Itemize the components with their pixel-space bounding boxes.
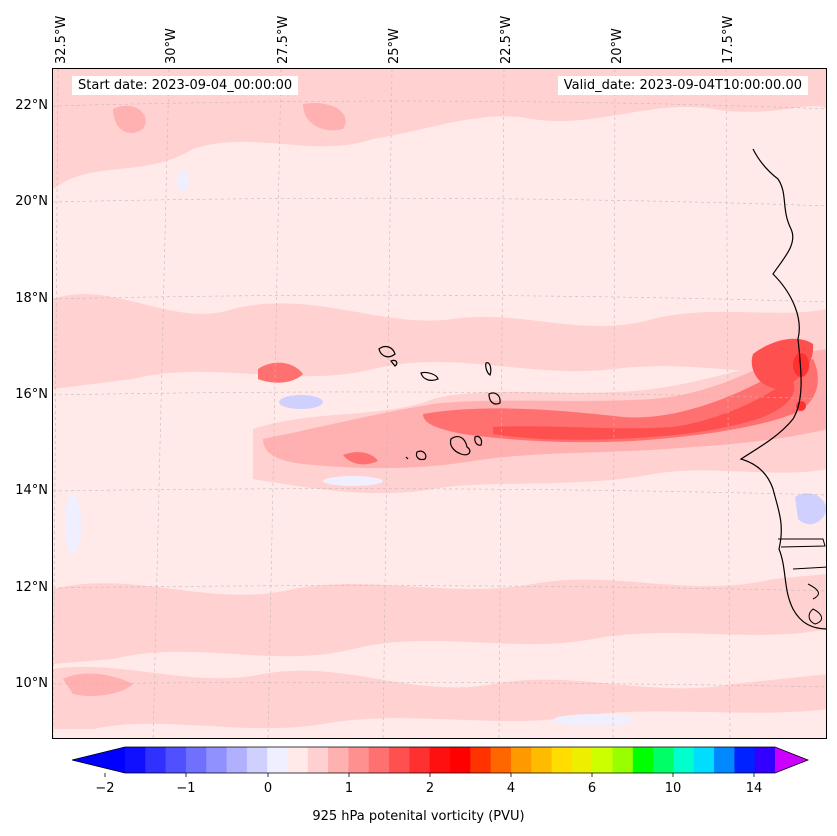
colorbar-tick-label: 6	[587, 781, 597, 796]
colorbar-cell	[226, 747, 248, 773]
colorbar-cell	[125, 747, 146, 773]
lon-label-17-5w: 17.5°W	[721, 15, 736, 64]
start-date-label: Start date: 2023-09-04_00:00:00	[72, 76, 299, 95]
colorbar-over-arrow	[775, 747, 808, 773]
colorbar-tick-label: 2	[425, 781, 435, 796]
colorbar-cell	[450, 747, 471, 773]
colorbar-cell	[510, 747, 532, 773]
colorbar-tick-label: 1	[344, 781, 354, 796]
lon-label-32-5w: 32.5°W	[54, 15, 69, 64]
pv-field-map	[53, 69, 826, 738]
lon-label-22-5w: 22.5°W	[499, 15, 514, 64]
lat-label-14n: 14°N	[15, 483, 48, 498]
colorbar-cell	[368, 747, 390, 773]
colorbar-cell	[246, 747, 268, 773]
colorbar-cell	[551, 747, 573, 773]
lat-label-12n: 12°N	[15, 580, 48, 595]
colorbar-cell	[206, 747, 228, 773]
lon-label-27-5w: 27.5°W	[276, 15, 291, 64]
valid-date-label: Valid_date: 2023-09-04T10:00:00.00	[557, 76, 808, 95]
lat-label-18n: 18°N	[15, 291, 48, 306]
colorbar-outline	[71, 746, 810, 774]
lon-label-20w: 20°W	[610, 28, 625, 64]
colorbar-tick-label: 0	[263, 781, 273, 796]
colorbar-cell	[429, 747, 451, 773]
lat-label-16n: 16°N	[15, 387, 48, 402]
colorbar-cell	[145, 747, 167, 773]
africa-coastline	[739, 148, 826, 630]
colorbar-cell	[754, 747, 776, 773]
colorbar-cell	[653, 747, 674, 773]
colorbar-cell	[714, 747, 735, 773]
lat-label-22n: 22°N	[15, 98, 48, 113]
colorbar-cell	[348, 747, 370, 773]
colorbar-under-arrow	[72, 747, 125, 773]
colorbar-tick-label: 4	[506, 781, 516, 796]
colorbar-cell	[328, 747, 349, 773]
lon-label-30w: 30°W	[164, 28, 179, 64]
colorbar-cell	[693, 747, 715, 773]
map-panel[interactable]	[52, 68, 827, 739]
lon-label-25w: 25°W	[387, 28, 402, 64]
colorbar	[71, 746, 810, 777]
colorbar-cell	[632, 747, 654, 773]
colorbar-label: 925 hPa potenital vorticity (PVU)	[312, 809, 525, 824]
colorbar-tick-label: 10	[664, 781, 682, 796]
colorbar-tick-label: 14	[745, 781, 763, 796]
colorbar-tick-label: −1	[176, 781, 196, 796]
colorbar-cell	[287, 747, 309, 773]
colorbar-cell	[612, 747, 634, 773]
lat-label-10n: 10°N	[15, 676, 48, 691]
colorbar-cell	[470, 747, 492, 773]
colorbar-cell	[389, 747, 410, 773]
colorbar-cell	[734, 747, 756, 773]
colorbar-cell	[673, 747, 695, 773]
colorbar-cell	[571, 747, 593, 773]
colorbar-cell	[185, 747, 207, 773]
colorbar-cell	[490, 747, 512, 773]
colorbar-tick-label: −2	[95, 781, 115, 796]
colorbar-cell	[267, 747, 288, 773]
colorbar-cell	[592, 747, 613, 773]
colorbar-cell	[165, 747, 187, 773]
colorbar-cell	[531, 747, 553, 773]
colorbar-cell	[409, 747, 431, 773]
colorbar-cell	[307, 747, 329, 773]
lat-label-20n: 20°N	[15, 194, 48, 209]
